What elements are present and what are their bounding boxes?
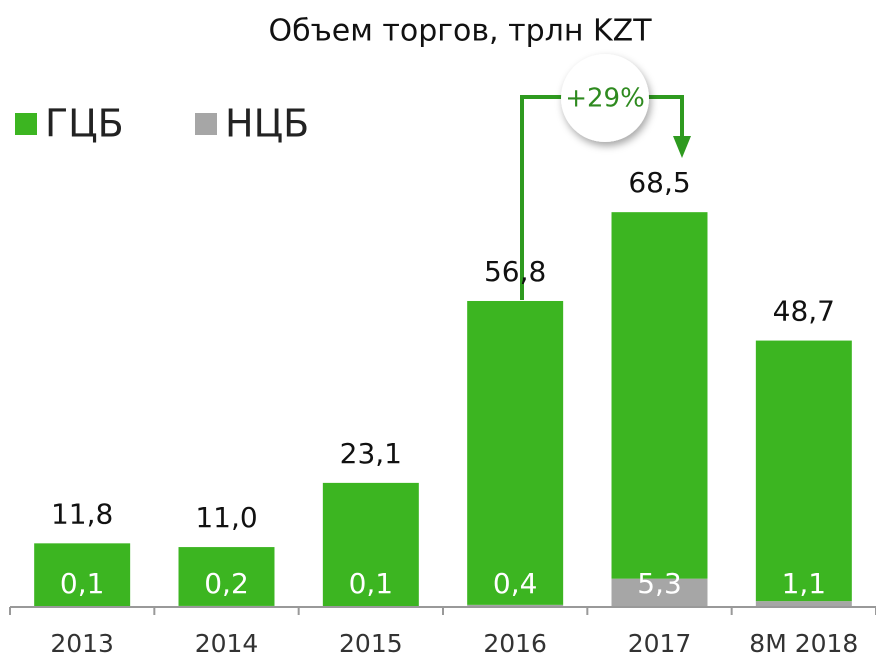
x-tick-label: 2015	[339, 629, 403, 658]
bar-segment	[467, 300, 564, 605]
value-label: 5,3	[637, 567, 682, 600]
legend-label: ГЦБ	[45, 102, 124, 146]
value-label: 48,7	[773, 295, 835, 328]
x-tick-label: 8M 2018	[749, 629, 858, 658]
value-label: 0,4	[493, 567, 538, 600]
value-label: 68,5	[628, 166, 690, 199]
value-label: 1,1	[782, 567, 827, 600]
value-label: 0,2	[204, 567, 249, 600]
bar-segment	[755, 601, 852, 607]
bar-segment	[611, 212, 708, 579]
x-tick-label: 2016	[483, 629, 547, 658]
x-tick-label: 2013	[50, 629, 114, 658]
chart-title: Объем торгов, трлн KZT	[268, 14, 652, 49]
x-tick-label: 2017	[628, 629, 692, 658]
annotation: +29%	[565, 84, 645, 114]
value-label: 11,8	[51, 497, 113, 530]
legend-label: НЦБ	[225, 102, 309, 146]
bar-segment	[322, 482, 419, 607]
arrow-head	[673, 136, 691, 158]
annotation-badge	[561, 54, 649, 142]
value-label: 11,0	[195, 501, 257, 534]
value-label: 56,8	[484, 255, 546, 288]
bar-segment	[611, 578, 708, 607]
value-label: 0,1	[349, 567, 394, 600]
bar-segment	[34, 543, 131, 607]
value-label: 23,1	[340, 437, 402, 470]
bar-segment	[178, 547, 275, 606]
x-tick-label: 2014	[195, 629, 259, 658]
legend-swatch	[15, 113, 37, 135]
bar-segment	[467, 604, 564, 607]
bar-segment	[755, 340, 852, 602]
value-label: 0,1	[60, 567, 105, 600]
legend-swatch	[195, 113, 217, 135]
